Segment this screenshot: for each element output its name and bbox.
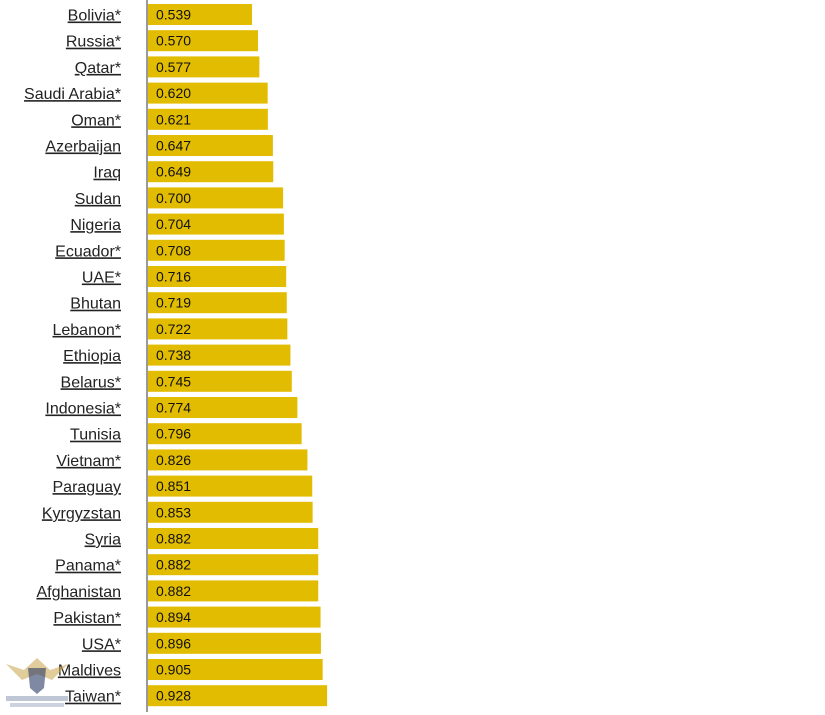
bar xyxy=(148,685,328,707)
bar xyxy=(148,108,268,130)
value-label: 0.621 xyxy=(156,111,191,127)
category-label: Oman* xyxy=(71,112,121,129)
bar xyxy=(148,397,298,418)
bar xyxy=(148,161,274,183)
category-label: Belarus* xyxy=(61,374,121,391)
value-label: 0.745 xyxy=(156,373,191,389)
bar xyxy=(148,606,321,628)
value-label: 0.882 xyxy=(156,557,191,573)
bar xyxy=(148,56,260,78)
category-label: Bhutan xyxy=(70,296,121,313)
bar xyxy=(148,632,321,654)
bar xyxy=(148,292,287,314)
value-label: 0.894 xyxy=(156,609,191,625)
value-label: 0.882 xyxy=(156,531,191,547)
category-label: Bolivia* xyxy=(68,8,121,25)
category-label: Sudan xyxy=(75,191,121,208)
value-label: 0.896 xyxy=(156,635,191,651)
category-label: Afghanistan xyxy=(36,584,121,601)
bar xyxy=(148,318,288,340)
category-label: Saudi Arabia* xyxy=(24,86,121,103)
category-label: Vietnam* xyxy=(56,453,121,470)
category-label: Kyrgyzstan xyxy=(42,505,121,522)
category-label: Syria xyxy=(85,532,122,549)
bar xyxy=(148,449,308,471)
bar xyxy=(148,344,291,366)
category-label: Lebanon* xyxy=(52,322,121,339)
value-label: 0.738 xyxy=(156,347,191,363)
category-label: Taiwan* xyxy=(65,689,121,706)
category-labels: Bolivia* Russia* Qatar* Saudi Arabia* Oman* A… xyxy=(24,8,121,706)
bar xyxy=(148,501,313,523)
bar xyxy=(148,370,292,392)
bar xyxy=(148,82,268,104)
bar xyxy=(148,239,285,261)
bars xyxy=(148,4,328,707)
category-label: Azerbaijan xyxy=(45,139,121,156)
value-label: 0.704 xyxy=(156,216,191,232)
value-label: 0.700 xyxy=(156,190,191,206)
value-label: 0.647 xyxy=(156,138,191,154)
value-label: 0.577 xyxy=(156,59,191,75)
value-label: 0.882 xyxy=(156,583,191,599)
value-label: 0.928 xyxy=(156,688,191,704)
category-label: Russia* xyxy=(66,34,121,51)
bar xyxy=(148,187,284,209)
bar xyxy=(148,554,319,576)
category-label: Paraguay xyxy=(53,479,122,496)
bar xyxy=(148,30,259,52)
bar xyxy=(148,659,323,680)
value-label: 0.649 xyxy=(156,164,191,180)
category-label: USA* xyxy=(82,636,121,653)
value-label: 0.719 xyxy=(156,295,191,311)
value-label: 0.851 xyxy=(156,478,191,494)
value-label: 0.539 xyxy=(156,7,191,23)
category-label: Pakistan* xyxy=(53,610,121,627)
bar xyxy=(148,4,253,25)
bar xyxy=(148,580,319,602)
category-label: Qatar* xyxy=(75,60,121,77)
bar xyxy=(148,475,313,497)
bar xyxy=(148,423,302,445)
eagle-shield-logo-icon xyxy=(6,658,68,707)
value-label: 0.620 xyxy=(156,85,191,101)
value-label: 0.796 xyxy=(156,426,191,442)
bar xyxy=(148,266,287,287)
category-label: Nigeria xyxy=(70,217,121,234)
category-label: Panama* xyxy=(55,558,121,575)
category-label: Indonesia* xyxy=(45,401,121,418)
bar xyxy=(148,528,319,549)
value-label: 0.722 xyxy=(156,321,191,337)
value-label: 0.905 xyxy=(156,662,191,678)
value-labels: 0.539 0.570 0.577 0.620 0.621 0.647 0.649 0.700… xyxy=(156,7,191,704)
category-label: Ecuador* xyxy=(55,243,121,260)
category-label: UAE* xyxy=(82,270,121,287)
value-label: 0.774 xyxy=(156,400,191,416)
watermark-logo xyxy=(4,654,70,710)
value-label: 0.826 xyxy=(156,452,191,468)
category-label: Tunisia xyxy=(70,427,121,444)
value-label: 0.716 xyxy=(156,269,191,285)
category-label: Iraq xyxy=(93,165,121,182)
bar xyxy=(148,213,284,235)
value-label: 0.708 xyxy=(156,242,191,258)
category-label: Maldives xyxy=(58,663,121,680)
bar xyxy=(148,135,273,156)
category-label: Ethiopia xyxy=(63,348,121,365)
value-label: 0.570 xyxy=(156,33,191,49)
value-label: 0.853 xyxy=(156,504,191,520)
